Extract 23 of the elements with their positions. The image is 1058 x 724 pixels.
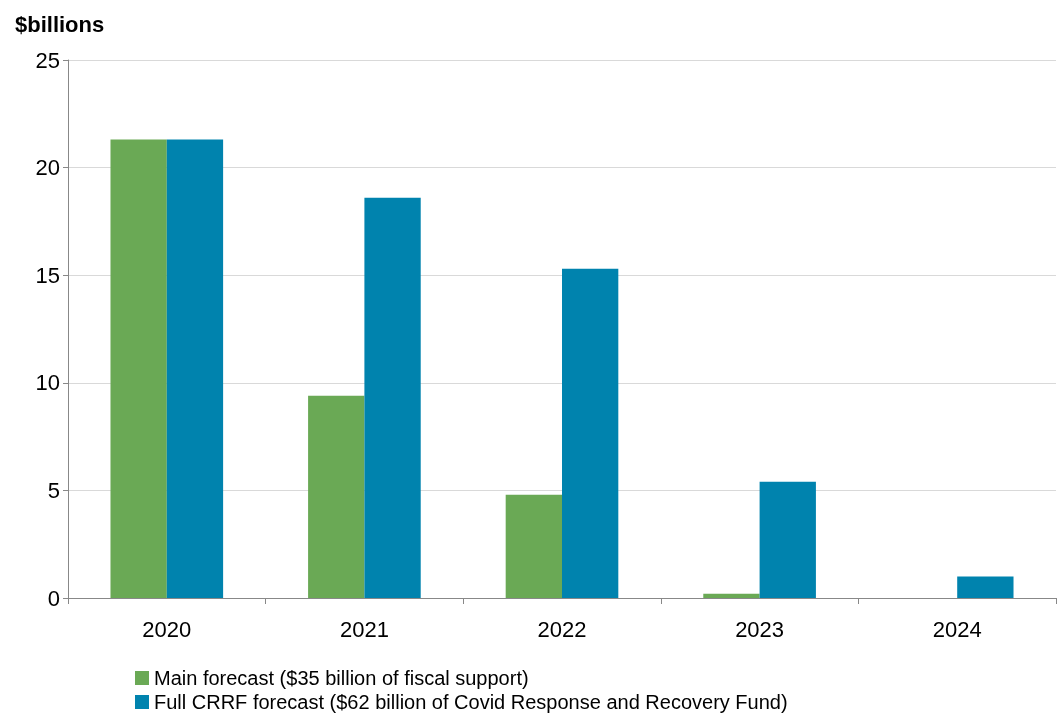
x-tick-label: 2024: [932, 616, 982, 642]
bar: [759, 481, 816, 598]
bar: [110, 139, 167, 598]
y-tick-label: 5: [47, 477, 60, 503]
bar: [364, 197, 421, 598]
y-tick-label: 10: [35, 370, 60, 396]
legend-label: Main forecast ($35 billion of fiscal support): [154, 667, 529, 689]
y-axis-title: $billions: [15, 11, 105, 37]
bar: [562, 268, 619, 598]
x-tick-label: 2023: [735, 616, 785, 642]
y-tick-label: 25: [35, 47, 60, 73]
bar: [957, 576, 1014, 598]
y-tick-label: 0: [47, 585, 60, 611]
legend-label: Full CRRF forecast ($62 billion of Covid Response and Recovery Fund): [154, 691, 788, 713]
x-tick-label: 2022: [537, 616, 587, 642]
bar: [166, 139, 224, 598]
y-tick-label: 15: [35, 262, 60, 288]
y-tick-label: 20: [35, 155, 60, 181]
bar: [505, 494, 562, 598]
x-tick-label: 2020: [142, 616, 192, 642]
bar: [703, 593, 760, 598]
x-tick-label: 2021: [339, 616, 389, 642]
bar: [308, 395, 365, 598]
